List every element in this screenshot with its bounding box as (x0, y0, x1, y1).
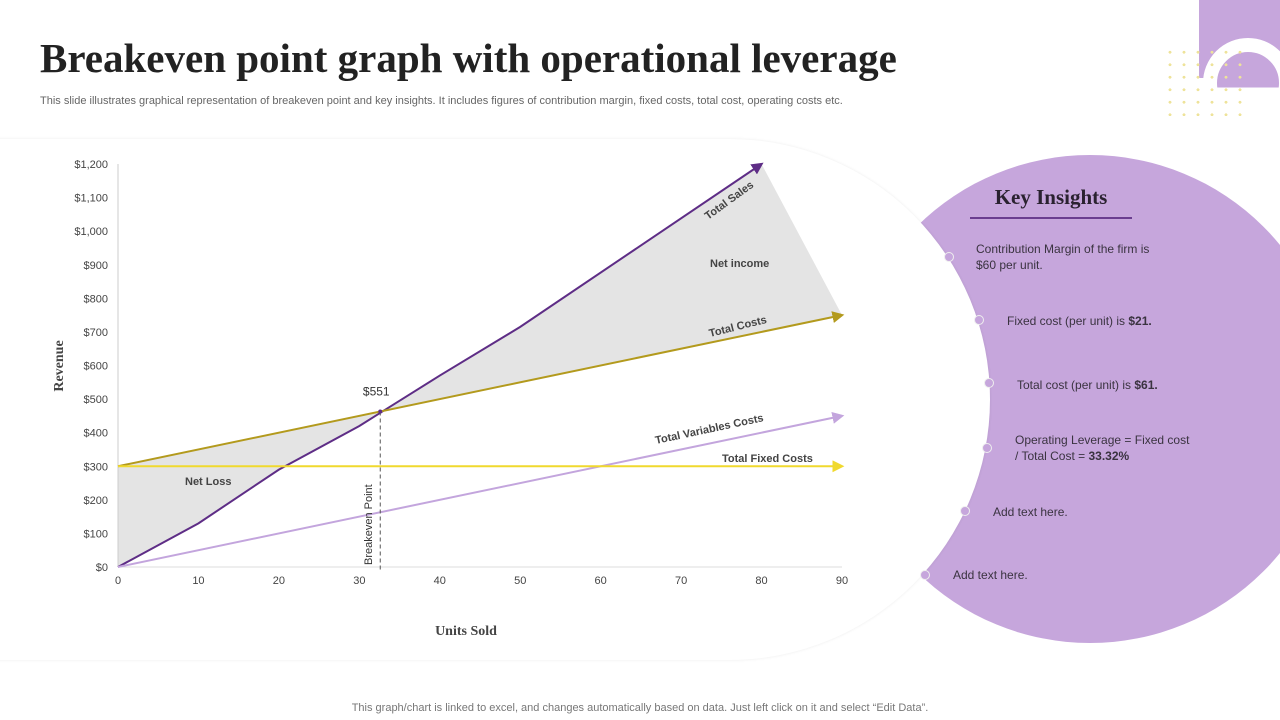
label-total-variable-costs: Total Variables Costs (654, 412, 765, 447)
insight-item: Contribution Margin of the firm is $60 p… (976, 241, 1166, 273)
insight-value: $61. (1134, 378, 1158, 392)
label-net-income: Net income (710, 258, 769, 270)
insight-item: Add text here. (953, 567, 1113, 583)
label-net-loss: Net Loss (185, 476, 231, 488)
x-tick-label: 0 (115, 575, 121, 587)
x-tick-label: 40 (434, 575, 446, 587)
insight-text: Add text here. (953, 568, 1028, 582)
y-tick-label: $500 (84, 394, 108, 406)
key-insights-underline (970, 217, 1132, 219)
insight-text: Contribution Margin of the firm is $60 p… (976, 242, 1150, 272)
insight-value: 33.32% (1088, 449, 1130, 463)
series-line-total-sales (117, 162, 764, 568)
decorative-dots (1163, 46, 1243, 116)
key-insights-title: Key Insights (994, 185, 1108, 209)
insight-bullet-icon (920, 570, 930, 580)
x-tick-label: 60 (595, 575, 607, 587)
insight-bullet-icon (974, 315, 984, 325)
insight-text: Operating Leverage = Fixed cost / Total … (1015, 433, 1190, 463)
page-title: Breakeven point graph with operational l… (40, 35, 897, 81)
x-tick-label: 80 (755, 575, 767, 587)
insight-value: $21. (1128, 314, 1152, 328)
y-tick-label: $100 (84, 528, 108, 540)
x-tick-label: 20 (273, 575, 285, 587)
series-line-total-costs (117, 311, 845, 468)
insight-item: Total cost (per unit) is $61. (1017, 377, 1187, 393)
y-tick-label: $1,200 (74, 159, 108, 171)
breakeven-chart[interactable]: $0 $100 $200 $300 $400 $500 $600 $700 $800 $900 $1… (0, 140, 900, 660)
chart-panel (0, 139, 990, 660)
y-tick-label: $200 (84, 495, 108, 507)
insight-text: Fixed cost (per unit) is (1007, 314, 1129, 328)
y-axis-label: Revenue (52, 340, 67, 391)
y-tick-label: $900 (84, 260, 108, 272)
footer-note: This graph/chart is linked to excel, and… (351, 702, 929, 714)
insight-item: Fixed cost (per unit) is $21. (1007, 313, 1177, 329)
insight-bullet-icon (984, 378, 994, 388)
insight-item: Add text here. (993, 504, 1153, 520)
insight-item: Operating Leverage = Fixed cost / Total … (1015, 432, 1195, 464)
y-tick-label: $300 (84, 461, 108, 473)
insight-bullet-icon (944, 252, 954, 262)
insight-text: Add text here. (993, 505, 1068, 519)
y-tick-label: $700 (84, 327, 108, 339)
page-subtitle: This slide illustrates graphical represe… (40, 95, 843, 107)
x-tick-label: 90 (836, 575, 848, 587)
x-tick-label: 10 (192, 575, 204, 587)
label-total-fixed-costs: Total Fixed Costs (722, 453, 813, 465)
y-tick-label: $600 (84, 361, 108, 373)
breakeven-line-label: Breakeven Point (363, 484, 375, 565)
insight-bullet-icon (982, 443, 992, 453)
x-tick-label: 50 (514, 575, 526, 587)
breakeven-value-label: $551 (363, 385, 390, 399)
net-income-region (380, 164, 842, 412)
x-axis-label: Units Sold (435, 624, 497, 639)
breakeven-point (378, 409, 383, 414)
x-tick-label: 30 (353, 575, 365, 587)
y-tick-label: $400 (84, 428, 108, 440)
x-tick-label: 70 (675, 575, 687, 587)
series-line-total-variables-costs (117, 411, 845, 568)
insight-bullet-icon (960, 506, 970, 516)
y-tick-label: $1,000 (74, 226, 108, 238)
y-tick-label: $1,100 (74, 193, 108, 205)
insight-text: Total cost (per unit) is (1017, 378, 1135, 392)
y-tick-label: $800 (84, 293, 108, 305)
y-tick-label: $0 (96, 562, 108, 574)
